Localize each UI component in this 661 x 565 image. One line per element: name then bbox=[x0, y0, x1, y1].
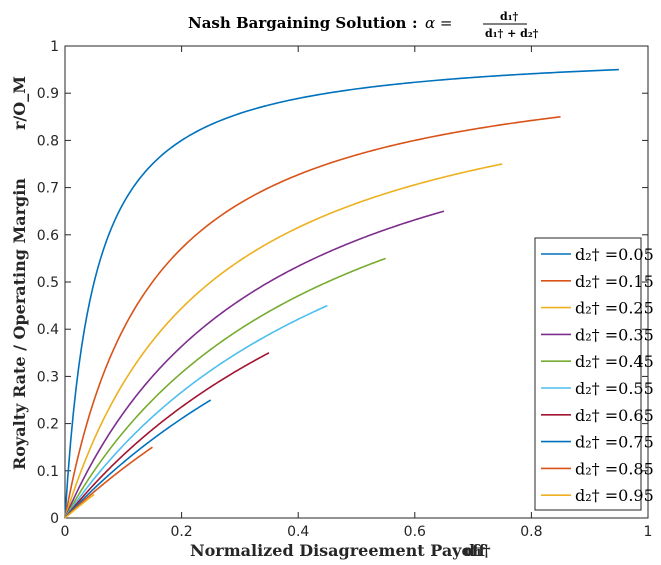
x-tick-label: 1 bbox=[644, 524, 653, 540]
y-tick-label: 1 bbox=[50, 39, 59, 55]
series-line-2 bbox=[64, 116, 561, 519]
x-tick-label: 0.6 bbox=[404, 524, 426, 540]
chart-title: Nash Bargaining Solution bbox=[188, 14, 407, 32]
y-axis-title-group: Royalty Rate / Operating Margin r/O_M bbox=[10, 76, 29, 470]
legend-items: d₂† =0.05 d₂† =0.15 d₂† =0.25 d₂† =0.35 d₂† … bbox=[541, 245, 654, 505]
chart-title-separator: : bbox=[412, 14, 418, 32]
y-tick-label: 0.3 bbox=[37, 369, 59, 385]
series-line-4 bbox=[64, 210, 445, 519]
legend-label: d₂† =0.35 bbox=[575, 325, 654, 344]
chart-title-group: Nash Bargaining Solution : α = d₁† d₁† +… bbox=[188, 10, 539, 40]
x-tick-label: 0 bbox=[61, 524, 70, 540]
series-lines bbox=[64, 68, 619, 519]
legend: d₂† =0.05 d₂† =0.15 d₂† =0.25 d₂† =0.35 d₂† … bbox=[534, 237, 654, 511]
axis-ticks: 0 0.2 0.4 0.6 0.8 1 0 0.1 0.2 0.3 0.4 0.5 0.6 0.7 0.8 0… bbox=[37, 39, 653, 540]
y-tick-label: 0.1 bbox=[37, 464, 59, 480]
legend-label: d₂† =0.85 bbox=[575, 459, 654, 478]
x-tick-label: 0.2 bbox=[170, 524, 192, 540]
y-tick-label: 0 bbox=[50, 511, 59, 527]
legend-box bbox=[534, 237, 642, 511]
x-tick-label: 0.8 bbox=[520, 524, 542, 540]
series-line-8 bbox=[64, 399, 212, 519]
legend-label: d₂† =0.45 bbox=[575, 352, 654, 371]
y-tick-label: 0.4 bbox=[37, 322, 59, 338]
x-axis-title: Normalized Disagreement Payoff bbox=[190, 541, 486, 560]
legend-label: d₂† =0.25 bbox=[575, 299, 654, 318]
x-tick-label: 0.4 bbox=[287, 524, 309, 540]
series-line-3 bbox=[64, 163, 503, 519]
legend-label: d₂† =0.65 bbox=[575, 406, 654, 425]
y-tick-label: 0.2 bbox=[37, 417, 59, 433]
x-axis-title-group: Normalized Disagreement Payoff d₁† bbox=[190, 541, 491, 560]
series-line-10 bbox=[64, 493, 95, 519]
chart-title-formula-numerator: d₁† bbox=[500, 10, 519, 23]
series-line-9 bbox=[64, 446, 153, 519]
y-tick-label: 0.7 bbox=[37, 181, 59, 197]
chart-title-formula-lhs: α = bbox=[425, 14, 452, 32]
series-line-1 bbox=[64, 68, 619, 519]
legend-label: d₂† =0.55 bbox=[575, 379, 654, 398]
legend-label: d₂† =0.95 bbox=[575, 486, 654, 505]
series-line-5 bbox=[64, 257, 386, 519]
legend-label: d₂† =0.05 bbox=[575, 245, 654, 264]
series-line-6 bbox=[64, 304, 328, 519]
y-tick-label: 0.6 bbox=[37, 228, 59, 244]
y-axis-symbol: r/O_M bbox=[10, 76, 29, 130]
y-tick-label: 0.8 bbox=[37, 133, 59, 149]
chart-title-formula-denominator: d₁† + d₂† bbox=[485, 27, 539, 40]
legend-label: d₂† =0.75 bbox=[575, 433, 654, 452]
x-axis-symbol: d₁† bbox=[464, 541, 491, 560]
series-line-7 bbox=[64, 352, 270, 519]
y-tick-label: 0.5 bbox=[37, 275, 59, 291]
y-tick-label: 0.9 bbox=[37, 86, 59, 102]
y-axis-title: Royalty Rate / Operating Margin bbox=[10, 178, 29, 470]
legend-label: d₂† =0.15 bbox=[575, 272, 654, 291]
